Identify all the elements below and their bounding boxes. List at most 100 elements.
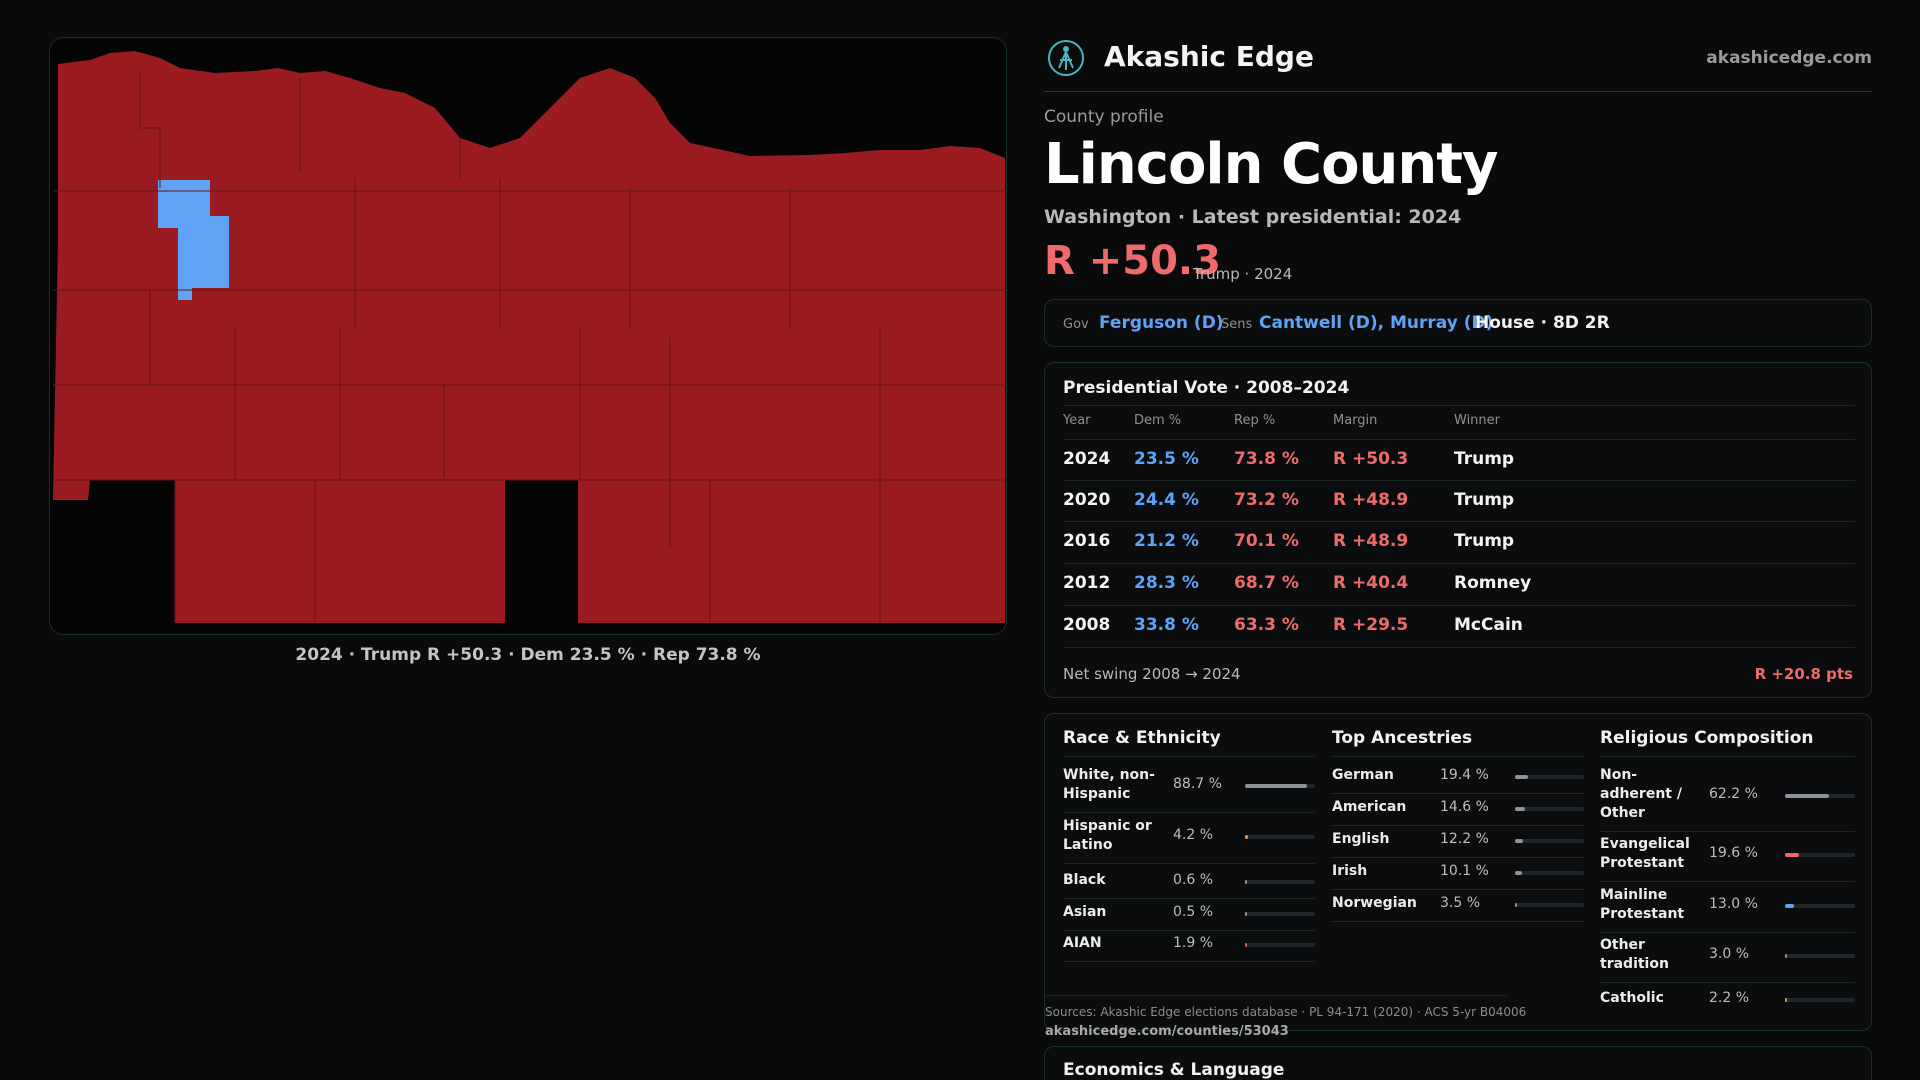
race-label: AIAN	[1063, 935, 1102, 951]
ancestry-bar-fill	[1515, 902, 1518, 907]
profile-subline: Washington · Latest presidential: 2024	[1044, 206, 1462, 228]
brand-header: Akashic Edge akashicedge.com	[1044, 38, 1872, 92]
ancestry-bar-fill	[1515, 870, 1522, 875]
precinct-map-svg[interactable]	[50, 38, 1007, 635]
dem-cell: 28.3 %	[1134, 573, 1199, 593]
divider	[1063, 563, 1855, 564]
winner-cell: Trump	[1454, 531, 1515, 551]
divider	[1332, 756, 1584, 757]
county-profile-panel: Akashic Edge akashicedge.com County prof…	[1044, 0, 1872, 1080]
akashic-logo-icon[interactable]	[1046, 38, 1086, 78]
religion-bar-track	[1785, 853, 1855, 857]
economics-card: Economics & Language	[1044, 1046, 1872, 1080]
race-percent: 1.9 %	[1173, 934, 1214, 951]
race-bar-track	[1245, 911, 1315, 916]
ancestry-bar-fill	[1515, 838, 1524, 843]
year-cell: 2020	[1063, 490, 1111, 510]
divider	[1600, 982, 1855, 983]
brand-domain[interactable]: akashicedge.com	[1706, 48, 1872, 68]
dem-cell: 24.4 %	[1134, 490, 1199, 510]
winner-cell: Trump	[1454, 490, 1515, 510]
divider	[1045, 995, 1507, 996]
religion-label: Non-adherent / Other	[1600, 767, 1682, 821]
divider	[1063, 812, 1315, 813]
rep-cell: 73.8 %	[1234, 449, 1299, 469]
race-bar-track	[1245, 835, 1315, 839]
ancestry-bar-track	[1515, 870, 1584, 875]
map-caption: 2024 · Trump R +50.3 · Dem 23.5 % · Rep …	[295, 645, 761, 665]
religion-percent: 62.2 %	[1709, 785, 1758, 802]
brand-name[interactable]: Akashic Edge	[1104, 40, 1314, 73]
ancestry-label: American	[1332, 799, 1407, 815]
officials-bar: Gov Ferguson (D) Sens Cantwell (D), Murr…	[1044, 299, 1872, 347]
year-cell: 2024	[1063, 449, 1111, 469]
race-title: Race & Ethnicity	[1063, 728, 1221, 748]
governor-value: Ferguson (D)	[1099, 313, 1224, 333]
divider	[1063, 898, 1315, 899]
presidential-title: Presidential Vote · 2008–2024	[1063, 378, 1350, 398]
year-cell: 2016	[1063, 531, 1111, 551]
religion-bar-track	[1785, 904, 1855, 908]
rep-cell: 73.2 %	[1234, 490, 1299, 510]
margin-cell: R +40.4	[1333, 573, 1409, 593]
divider	[1063, 756, 1315, 757]
ancestry-bar-fill	[1515, 806, 1526, 811]
divider	[1063, 863, 1315, 864]
dem-cell: 21.2 %	[1134, 531, 1199, 551]
divider	[1600, 831, 1855, 832]
divider	[1600, 881, 1855, 882]
profile-kicker: County profile	[1044, 107, 1164, 127]
dem-cell: 23.5 %	[1134, 449, 1199, 469]
religion-bar-fill	[1785, 793, 1829, 798]
house-delegation: House · 8D 2R	[1475, 313, 1610, 333]
religion-bar-fill	[1785, 954, 1788, 958]
margin-cell: R +50.3	[1333, 449, 1409, 469]
winner-cell: Romney	[1454, 573, 1532, 593]
divider	[1063, 480, 1855, 481]
race-label: White, non-Hispanic	[1063, 767, 1155, 802]
senators-value: Cantwell (D), Murray (D)	[1259, 313, 1494, 333]
religion-label: Other tradition	[1600, 937, 1669, 972]
headline-margin: R +50.3	[1044, 238, 1221, 284]
divider	[1332, 793, 1584, 794]
divider	[1600, 932, 1855, 933]
race-bar-track	[1245, 784, 1315, 788]
race-bar-track	[1245, 879, 1315, 884]
religion-percent: 2.2 %	[1709, 989, 1750, 1006]
divider	[1600, 756, 1855, 757]
religion-bar-fill	[1785, 904, 1795, 908]
ancestry-percent: 3.5 %	[1440, 894, 1481, 911]
dem-cell: 33.8 %	[1134, 615, 1199, 635]
religion-bar-track	[1785, 997, 1855, 1002]
dem-precinct[interactable]	[158, 180, 229, 300]
net-swing-value: R +20.8 pts	[1754, 665, 1853, 683]
religion-percent: 19.6 %	[1709, 845, 1758, 861]
divider	[1063, 521, 1855, 522]
religion-label: Evangelical Protestant	[1600, 836, 1690, 871]
presidential-vote-table: Presidential Vote · 2008–2024 Year Dem %…	[1044, 362, 1872, 698]
col-header-winner: Winner	[1454, 413, 1501, 428]
headline-margin-note: Trump · 2024	[1193, 265, 1293, 283]
col-header-rep: Rep %	[1234, 413, 1276, 428]
divider	[1332, 825, 1584, 826]
race-label: Black	[1063, 872, 1106, 888]
religion-percent: 13.0 %	[1709, 896, 1758, 912]
religion-label: Catholic	[1600, 990, 1664, 1006]
ancestry-bar-track	[1515, 902, 1584, 907]
economics-title: Economics & Language	[1063, 1060, 1285, 1080]
religion-bar-fill	[1785, 997, 1787, 1002]
race-bar-track	[1245, 942, 1315, 947]
sources-note: Sources: Akashic Edge elections database…	[1045, 1005, 1527, 1019]
divider	[1063, 605, 1855, 606]
race-bar-fill	[1245, 784, 1308, 788]
divider	[1063, 961, 1315, 962]
divider	[1332, 889, 1584, 890]
race-label: Hispanic or Latino	[1063, 818, 1152, 853]
religion-bar-track	[1785, 954, 1855, 958]
race-percent: 4.2 %	[1173, 827, 1214, 843]
county-map[interactable]	[49, 37, 1007, 635]
county-url[interactable]: akashicedge.com/counties/53043	[1045, 1024, 1289, 1039]
rep-region[interactable]	[53, 51, 1005, 623]
race-bar-fill	[1245, 911, 1247, 916]
ancestry-percent: 10.1 %	[1440, 862, 1489, 879]
